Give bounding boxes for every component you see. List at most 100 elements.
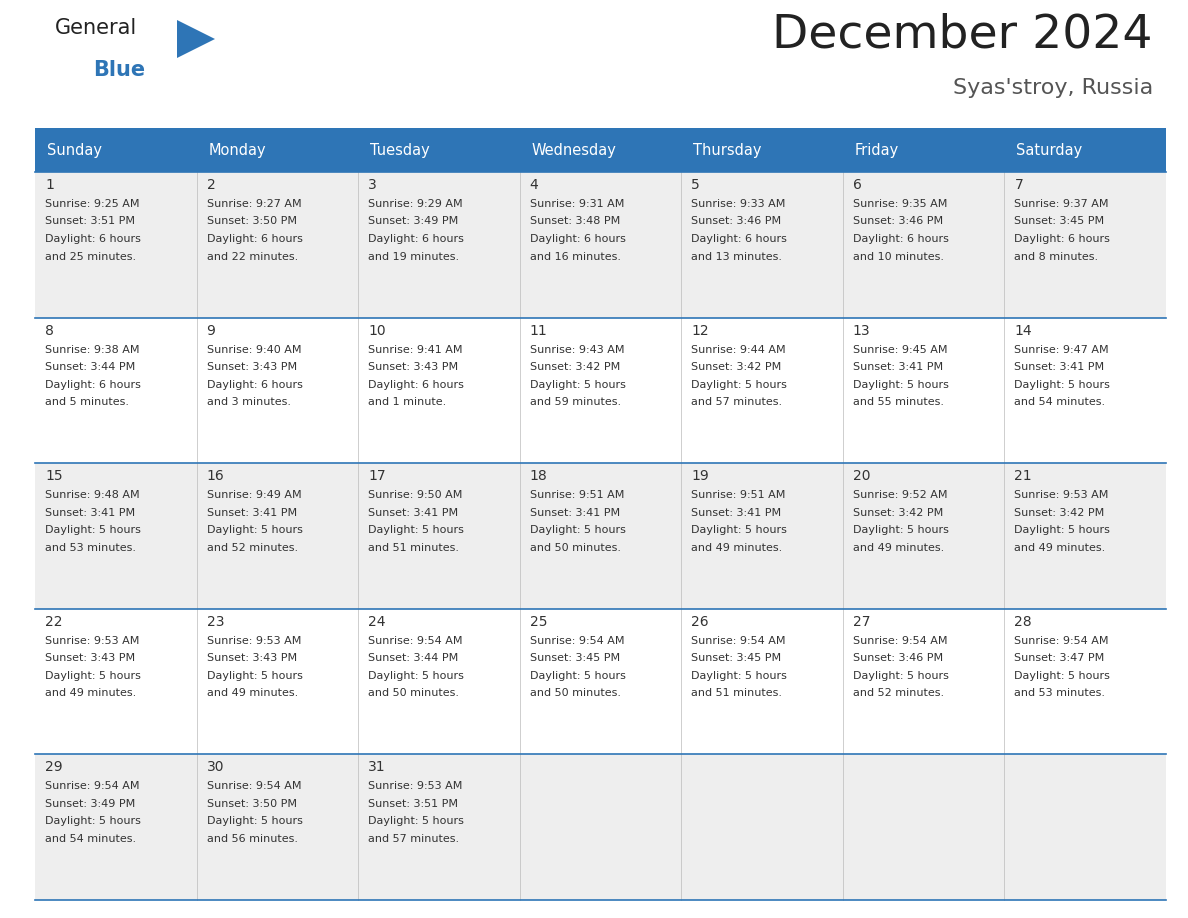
Text: Sunset: 3:41 PM: Sunset: 3:41 PM <box>1015 362 1105 372</box>
Text: and 50 minutes.: and 50 minutes. <box>530 688 620 699</box>
Text: Wednesday: Wednesday <box>532 142 617 158</box>
Bar <box>519 464 681 609</box>
Bar <box>34 318 196 464</box>
Text: Sunset: 3:43 PM: Sunset: 3:43 PM <box>45 654 135 664</box>
Text: Sunrise: 9:51 AM: Sunrise: 9:51 AM <box>530 490 624 500</box>
Text: Sunrise: 9:37 AM: Sunrise: 9:37 AM <box>1015 199 1108 209</box>
Text: Sunrise: 9:29 AM: Sunrise: 9:29 AM <box>368 199 463 209</box>
Text: Sunrise: 9:33 AM: Sunrise: 9:33 AM <box>691 199 785 209</box>
Text: Daylight: 6 hours: Daylight: 6 hours <box>45 234 141 244</box>
Polygon shape <box>177 20 215 58</box>
Text: 11: 11 <box>530 324 548 338</box>
Bar <box>196 609 358 755</box>
Text: 3: 3 <box>368 178 377 192</box>
Text: Sunset: 3:51 PM: Sunset: 3:51 PM <box>368 799 459 809</box>
Text: Sunset: 3:45 PM: Sunset: 3:45 PM <box>691 654 782 664</box>
Text: 8: 8 <box>45 324 53 338</box>
Text: and 19 minutes.: and 19 minutes. <box>368 252 460 262</box>
Bar <box>34 464 196 609</box>
Text: Sunset: 3:43 PM: Sunset: 3:43 PM <box>368 362 459 372</box>
Text: Daylight: 6 hours: Daylight: 6 hours <box>1015 234 1111 244</box>
Text: Sunset: 3:42 PM: Sunset: 3:42 PM <box>691 362 782 372</box>
Bar <box>842 172 1004 318</box>
Text: 29: 29 <box>45 760 63 775</box>
Text: and 53 minutes.: and 53 minutes. <box>45 543 135 553</box>
Text: and 10 minutes.: and 10 minutes. <box>853 252 943 262</box>
Text: and 50 minutes.: and 50 minutes. <box>368 688 459 699</box>
Text: Daylight: 6 hours: Daylight: 6 hours <box>207 380 303 389</box>
Bar <box>842 755 1004 900</box>
Text: 20: 20 <box>853 469 871 483</box>
Text: 21: 21 <box>1015 469 1032 483</box>
Text: Monday: Monday <box>209 142 266 158</box>
Text: 6: 6 <box>853 178 861 192</box>
Text: 13: 13 <box>853 324 871 338</box>
Text: General: General <box>55 18 138 38</box>
Text: Sunrise: 9:54 AM: Sunrise: 9:54 AM <box>45 781 139 791</box>
Text: Sunrise: 9:54 AM: Sunrise: 9:54 AM <box>853 636 947 645</box>
Text: Daylight: 5 hours: Daylight: 5 hours <box>45 671 141 681</box>
Bar <box>1004 128 1165 172</box>
Text: Sunrise: 9:31 AM: Sunrise: 9:31 AM <box>530 199 624 209</box>
Text: Sunset: 3:43 PM: Sunset: 3:43 PM <box>207 362 297 372</box>
Text: Sunrise: 9:53 AM: Sunrise: 9:53 AM <box>368 781 462 791</box>
Text: 9: 9 <box>207 324 215 338</box>
Text: Sunset: 3:46 PM: Sunset: 3:46 PM <box>691 217 782 227</box>
Text: and 49 minutes.: and 49 minutes. <box>1015 543 1106 553</box>
Text: Sunset: 3:41 PM: Sunset: 3:41 PM <box>691 508 782 518</box>
Bar <box>196 318 358 464</box>
Text: Syas'stroy, Russia: Syas'stroy, Russia <box>953 78 1154 98</box>
Text: Sunrise: 9:54 AM: Sunrise: 9:54 AM <box>207 781 301 791</box>
Text: Sunset: 3:46 PM: Sunset: 3:46 PM <box>853 654 943 664</box>
Text: Daylight: 5 hours: Daylight: 5 hours <box>1015 380 1111 389</box>
Bar <box>1004 318 1165 464</box>
Text: Sunset: 3:49 PM: Sunset: 3:49 PM <box>368 217 459 227</box>
Bar <box>34 128 196 172</box>
Text: Sunrise: 9:40 AM: Sunrise: 9:40 AM <box>207 344 301 354</box>
Bar <box>519 318 681 464</box>
Bar <box>519 128 681 172</box>
Text: and 8 minutes.: and 8 minutes. <box>1015 252 1099 262</box>
Text: Sunset: 3:48 PM: Sunset: 3:48 PM <box>530 217 620 227</box>
Text: Daylight: 5 hours: Daylight: 5 hours <box>1015 671 1111 681</box>
Text: Sunset: 3:50 PM: Sunset: 3:50 PM <box>207 799 297 809</box>
Text: Sunrise: 9:41 AM: Sunrise: 9:41 AM <box>368 344 462 354</box>
Text: Sunrise: 9:47 AM: Sunrise: 9:47 AM <box>1015 344 1110 354</box>
Text: and 3 minutes.: and 3 minutes. <box>207 397 291 407</box>
Text: and 57 minutes.: and 57 minutes. <box>368 834 460 844</box>
Text: and 49 minutes.: and 49 minutes. <box>45 688 137 699</box>
Text: 1: 1 <box>45 178 53 192</box>
Text: Sunset: 3:43 PM: Sunset: 3:43 PM <box>207 654 297 664</box>
Text: 2: 2 <box>207 178 215 192</box>
Text: 5: 5 <box>691 178 700 192</box>
Text: and 25 minutes.: and 25 minutes. <box>45 252 137 262</box>
Text: and 56 minutes.: and 56 minutes. <box>207 834 297 844</box>
Bar <box>519 609 681 755</box>
Text: Daylight: 6 hours: Daylight: 6 hours <box>853 234 949 244</box>
Bar <box>1004 755 1165 900</box>
Text: and 52 minutes.: and 52 minutes. <box>207 543 298 553</box>
Bar <box>842 609 1004 755</box>
Text: Blue: Blue <box>93 60 145 80</box>
Text: and 50 minutes.: and 50 minutes. <box>530 543 620 553</box>
Text: Sunset: 3:45 PM: Sunset: 3:45 PM <box>530 654 620 664</box>
Text: Sunset: 3:44 PM: Sunset: 3:44 PM <box>45 362 135 372</box>
Bar <box>681 318 842 464</box>
Text: Sunset: 3:41 PM: Sunset: 3:41 PM <box>530 508 620 518</box>
Text: Sunset: 3:47 PM: Sunset: 3:47 PM <box>1015 654 1105 664</box>
Text: 30: 30 <box>207 760 225 775</box>
Bar <box>681 172 842 318</box>
Text: Daylight: 5 hours: Daylight: 5 hours <box>45 525 141 535</box>
Text: and 49 minutes.: and 49 minutes. <box>207 688 298 699</box>
Text: Daylight: 6 hours: Daylight: 6 hours <box>368 380 465 389</box>
Bar <box>842 128 1004 172</box>
Text: Sunrise: 9:52 AM: Sunrise: 9:52 AM <box>853 490 947 500</box>
Text: Daylight: 5 hours: Daylight: 5 hours <box>45 816 141 826</box>
Bar <box>358 318 519 464</box>
Text: Sunset: 3:41 PM: Sunset: 3:41 PM <box>368 508 459 518</box>
Text: 25: 25 <box>530 615 548 629</box>
Text: Sunrise: 9:48 AM: Sunrise: 9:48 AM <box>45 490 140 500</box>
Text: Sunrise: 9:53 AM: Sunrise: 9:53 AM <box>1015 490 1108 500</box>
Text: Saturday: Saturday <box>1017 142 1082 158</box>
Text: Daylight: 6 hours: Daylight: 6 hours <box>45 380 141 389</box>
